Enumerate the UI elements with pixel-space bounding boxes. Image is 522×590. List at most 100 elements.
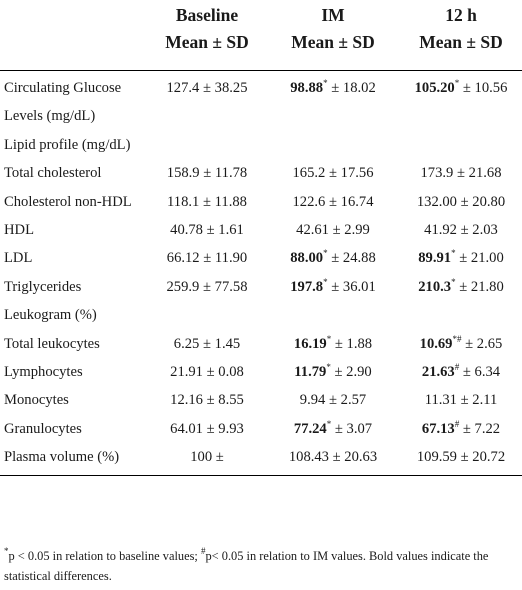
sd-value: 6.34 [474, 364, 501, 381]
table-footnote: *p < 0.05 in relation to baseline values… [4, 546, 516, 586]
value-cell: 210.3* ± 21.80 [418, 276, 504, 295]
mean-value: 98.88 [290, 80, 324, 96]
mean-value: 108.43 [288, 449, 329, 466]
mean-value: 89.91 [418, 250, 452, 267]
mean-value: 165.2 [292, 165, 326, 182]
row-label: Circulating Glucose Levels (mg/dL) [4, 80, 122, 125]
mean-value: 77.24 [293, 420, 327, 437]
mean-value: 66.12 [166, 250, 200, 267]
value-cell: 100 ± [148, 443, 266, 476]
header-stat-baseline: Mean ± SD [148, 29, 266, 71]
row-label: Lymphocytes [4, 364, 83, 381]
mean-value: 158.9 [166, 165, 200, 182]
value-cell [266, 131, 400, 159]
mean-value: 10.69 [419, 335, 453, 352]
value-cell: 158.9 ± 11.78 [166, 165, 248, 182]
mean-value: 42.61 [296, 222, 329, 239]
footnote-marker: # [200, 546, 206, 556]
significance-marker: * [323, 78, 328, 88]
value-cell [400, 301, 522, 329]
header-12h: 12 h [445, 5, 477, 25]
header-blank [0, 29, 148, 71]
mean-value: 16.19 [293, 335, 327, 352]
footnote-marker: * [4, 546, 9, 556]
mean-value: 109.59 [416, 449, 457, 466]
table-row: Leukogram (%) [0, 301, 522, 329]
value-cell: 41.92 ± 2.03 [424, 222, 498, 239]
significance-marker: * [326, 418, 332, 429]
mean-value: 197.8 [290, 278, 324, 295]
header-baseline: Baseline [175, 5, 239, 25]
significance-marker: * [323, 248, 328, 259]
value-cell: 173.9 ± 21.68 [420, 165, 502, 182]
significance-marker: * [326, 362, 331, 373]
value-cell [266, 301, 400, 329]
sd-value: 77.58 [214, 278, 248, 295]
header-stat-12h: Mean ± SD [400, 29, 522, 71]
sd-value: 21.68 [468, 165, 502, 182]
sd-value: 7.22 [474, 420, 501, 437]
value-cell: 127.4 ± 38.25 [166, 80, 248, 96]
significance-marker: # [454, 418, 460, 429]
table-row: Plasma volume (%) 100 ± 108.43 ± 20.63 109… [0, 443, 522, 476]
significance-marker: * [323, 276, 328, 287]
mean-value: 100 [190, 449, 213, 466]
table-row: Lipid profile (mg/dL) [0, 131, 522, 159]
mean-value: 132.00 [416, 193, 457, 210]
value-cell: 64.01 ± 9.93 [170, 420, 244, 437]
value-cell: 118.1 ± 11.88 [167, 193, 247, 210]
footnote-text: p < 0.05 in relation to baseline values; [8, 549, 201, 563]
mean-value: 11.31 [424, 392, 457, 409]
row-label: Leukogram (%) [4, 307, 97, 324]
table-row: Circulating Glucose Levels (mg/dL) 127.4 … [0, 71, 522, 131]
row-label: HDL [4, 222, 34, 239]
significance-marker: * [326, 333, 332, 344]
table-row: Total leukocytes 6.25 ± 1.45 16.19* ± 1.88… [0, 330, 522, 358]
sd-value: 0.08 [218, 364, 244, 381]
table-row: Total cholesterol 158.9 ± 11.78 165.2 ± 17… [0, 159, 522, 187]
significance-marker: # [454, 362, 460, 373]
mean-value: 12.16 [170, 392, 203, 409]
mean-value: 9.94 [299, 392, 326, 409]
sd-value: 21.80 [470, 278, 504, 295]
value-cell: 10.69*# ± 2.65 [419, 333, 503, 352]
value-cell: 9.94 ± 2.57 [299, 392, 367, 409]
mean-value: 210.3 [418, 278, 452, 295]
footnote-text: p< 0.05 in relation to IM values. Bold v… [4, 549, 489, 583]
row-label: Cholesterol non-HDL [4, 193, 132, 210]
value-cell: 88.00* ± 24.88 [290, 248, 376, 267]
mean-value: 173.9 [420, 165, 454, 182]
mean-value: 21.63 [421, 364, 455, 381]
mean-value: 122.6 [292, 193, 326, 210]
mean-value: 6.25 [173, 335, 200, 352]
value-cell: 132.00 ± 20.80 [416, 193, 506, 210]
significance-marker: * [451, 248, 456, 259]
value-cell: 165.2 ± 17.56 [292, 165, 374, 182]
significance-marker: * [454, 78, 460, 88]
table-row: HDL 40.78 ± 1.61 42.61 ± 2.99 41.92 ± 2.03 [0, 216, 522, 244]
mean-value: 88.00 [290, 250, 324, 267]
sd-value: 20.72 [472, 449, 506, 466]
table-row: Cholesterol non-HDL 118.1 ± 11.88 122.6 ± … [0, 188, 522, 216]
sd-value: 21.00 [470, 250, 504, 267]
value-cell: 77.24* ± 3.07 [293, 418, 373, 437]
table-row: Monocytes 12.16 ± 8.55 9.94 ± 2.57 11.31 ± … [0, 386, 522, 414]
value-cell: 11.31 ± 2.11 [424, 392, 498, 409]
sd-value: 20.80 [472, 193, 506, 210]
sd-value: 24.88 [342, 250, 376, 267]
sd-value: 20.63 [344, 449, 378, 466]
table-row: Granulocytes 64.01 ± 9.93 77.24* ± 3.07 67.… [0, 415, 522, 443]
table-row: LDL 66.12 ± 11.90 88.00* ± 24.88 89.91* ± 2… [0, 244, 522, 272]
mean-value: 127.4 [166, 80, 200, 96]
header-blank [0, 0, 148, 29]
sd-value: 11.90 [214, 250, 248, 267]
row-label: LDL [4, 250, 33, 267]
value-cell: 40.78 ± 1.61 [170, 222, 244, 239]
row-label: Triglycerides [4, 278, 82, 295]
sd-value: 3.07 [346, 420, 373, 437]
table-row: Lymphocytes 21.91 ± 0.08 11.79* ± 2.90 21.6… [0, 358, 522, 386]
value-cell [148, 131, 266, 159]
value-cell: 66.12 ± 11.90 [166, 250, 248, 267]
significance-marker: *# [452, 333, 462, 344]
value-cell [400, 131, 522, 159]
